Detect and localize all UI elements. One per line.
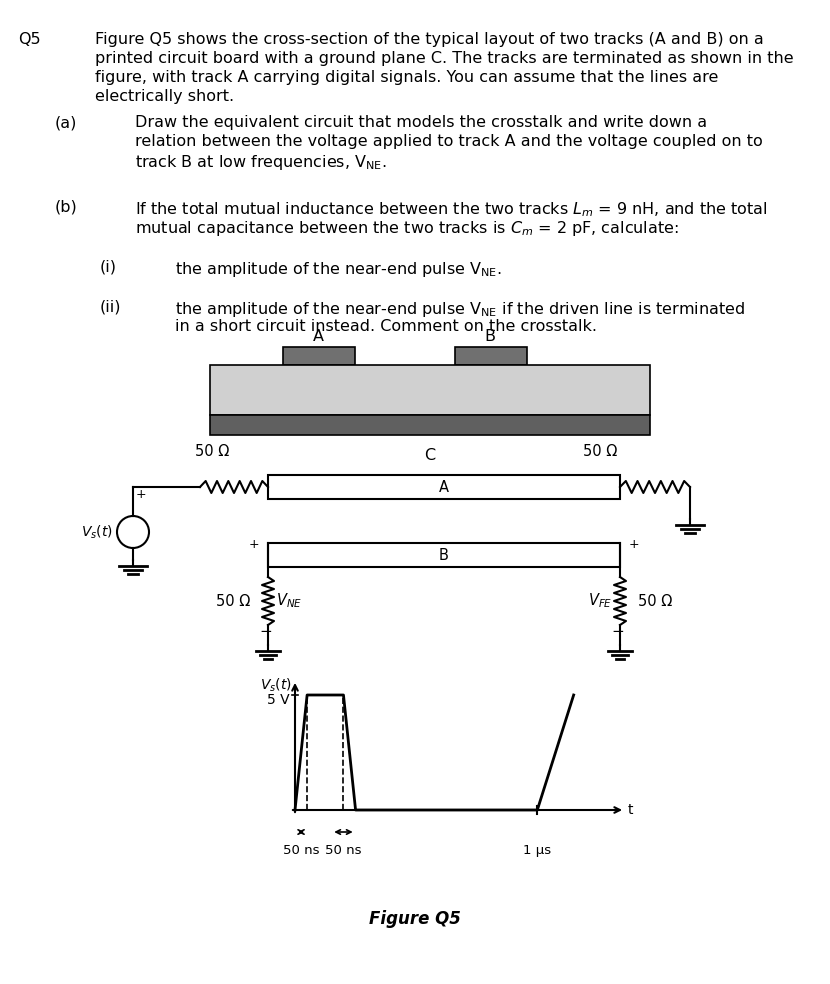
Text: Q5: Q5 (18, 32, 41, 47)
Text: t: t (628, 803, 633, 817)
Text: track B at low frequencies, V$_\mathrm{NE}$.: track B at low frequencies, V$_\mathrm{N… (135, 153, 387, 172)
Text: −: − (612, 624, 624, 639)
Bar (283, 347, 355, 365)
Bar (268, 543, 620, 567)
Text: +: + (249, 538, 259, 551)
Text: If the total mutual inductance between the two tracks $L_m$ = 9 nH, and the tota: If the total mutual inductance between t… (135, 200, 768, 218)
Bar (210, 415, 650, 435)
Text: printed circuit board with a ground plane C. The tracks are terminated as shown : printed circuit board with a ground plan… (95, 51, 793, 66)
Text: electrically short.: electrically short. (95, 89, 234, 104)
Text: (i): (i) (100, 260, 117, 275)
Text: the amplitude of the near-end pulse V$_\mathrm{NE}$ if the driven line is termin: the amplitude of the near-end pulse V$_\… (175, 300, 745, 319)
Text: 50 ns: 50 ns (283, 844, 320, 857)
Text: +: + (628, 538, 639, 551)
Text: $V_{NE}$: $V_{NE}$ (276, 591, 302, 610)
Text: relation between the voltage applied to track A and the voltage coupled on to: relation between the voltage applied to … (135, 134, 763, 149)
Text: $V_s(t)$: $V_s(t)$ (81, 523, 113, 540)
Text: 50 Ω: 50 Ω (583, 444, 617, 459)
Text: 5 V: 5 V (267, 693, 290, 707)
Text: figure, with track A carrying digital signals. You can assume that the lines are: figure, with track A carrying digital si… (95, 70, 719, 85)
Text: in a short circuit instead. Comment on the crosstalk.: in a short circuit instead. Comment on t… (175, 319, 597, 334)
Text: (ii): (ii) (100, 300, 121, 315)
Text: 50 ns: 50 ns (325, 844, 362, 857)
Text: mutual capacitance between the two tracks is $C_m$ = 2 pF, calculate:: mutual capacitance between the two track… (135, 219, 679, 238)
Text: 50 Ω: 50 Ω (216, 593, 250, 608)
Text: $V_s(t)$: $V_s(t)$ (260, 676, 292, 694)
Text: A: A (313, 329, 324, 344)
Text: the amplitude of the near-end pulse V$_\mathrm{NE}$.: the amplitude of the near-end pulse V$_\… (175, 260, 502, 279)
Bar (455, 347, 527, 365)
Text: A: A (439, 479, 449, 495)
Text: 50 Ω: 50 Ω (638, 593, 672, 608)
Text: 1 μs: 1 μs (523, 844, 551, 857)
Text: Figure Q5 shows the cross-section of the typical layout of two tracks (A and B) : Figure Q5 shows the cross-section of the… (95, 32, 764, 47)
Text: 50 Ω: 50 Ω (195, 444, 229, 459)
Text: Draw the equivalent circuit that models the crosstalk and write down a: Draw the equivalent circuit that models … (135, 115, 707, 130)
Text: (a): (a) (55, 115, 77, 130)
Bar (268, 475, 620, 499)
Text: B: B (485, 329, 496, 344)
Text: $V_{FE}$: $V_{FE}$ (588, 591, 612, 610)
Text: B: B (439, 547, 449, 563)
Text: +: + (136, 488, 147, 502)
Text: C: C (424, 448, 436, 463)
Text: (b): (b) (55, 200, 78, 215)
Text: −: − (260, 624, 272, 639)
Text: Figure Q5: Figure Q5 (369, 910, 461, 928)
Bar (210, 365, 650, 415)
